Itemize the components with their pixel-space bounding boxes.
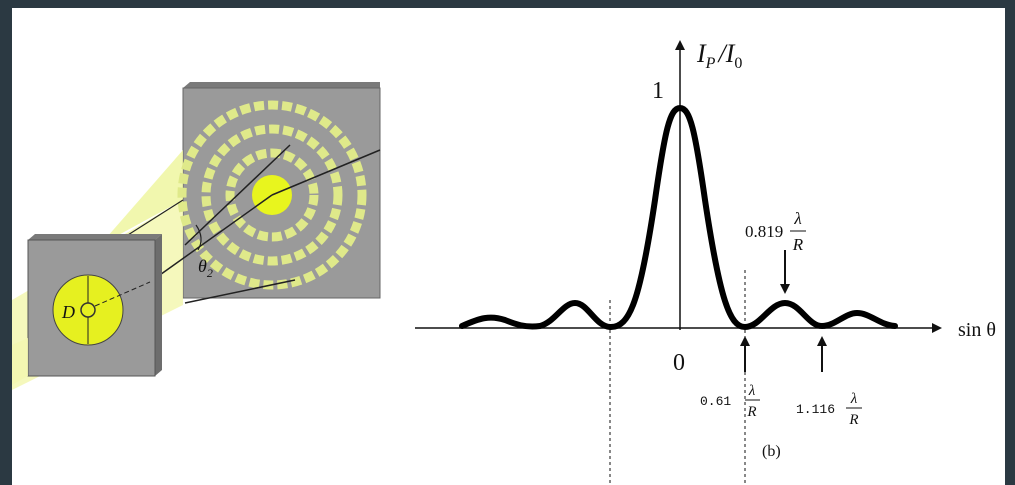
diameter-label: D: [61, 302, 75, 322]
numerator: λ: [793, 209, 801, 228]
peak-label: 1: [652, 78, 664, 104]
denominator: R: [792, 235, 804, 254]
numerator: λ: [850, 391, 858, 407]
denominator: R: [746, 404, 756, 420]
caption: (b): [762, 443, 781, 460]
denominator: R: [848, 412, 858, 428]
label-part: 0: [734, 55, 742, 72]
label-part: P: [705, 55, 716, 72]
screenshot: D θ2 IP/I0 1 0 sin θ 0.61 λ R 0.819 λ R …: [0, 0, 1015, 485]
coefficient: 0.819: [745, 222, 783, 241]
angle-base: θ: [198, 256, 207, 276]
numerator: λ: [748, 383, 756, 399]
angle-sub: 2: [207, 266, 213, 280]
x-axis-label: sin θ: [958, 319, 996, 341]
coefficient: 0.61: [700, 394, 731, 409]
origin-label: 0: [673, 350, 685, 376]
diagram: D θ2 IP/I0 1 0 sin θ 0.61 λ R 0.819 λ R …: [0, 0, 1015, 485]
coefficient: 1.116: [796, 402, 835, 417]
